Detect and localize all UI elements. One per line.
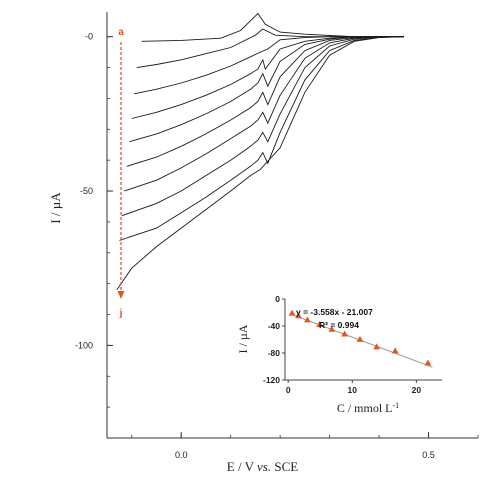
- inset-data-point: [328, 325, 336, 332]
- voltammogram-curve-3: [134, 36, 404, 95]
- voltammogram-curve-9: [119, 36, 404, 241]
- inset-equation: y = -3.558x - 21.007: [296, 307, 373, 317]
- x-axis-title-italic: vs.: [257, 459, 271, 474]
- inset-y-tick-label: -120: [263, 375, 280, 385]
- inset-y-axis-title: I / µA: [236, 324, 250, 353]
- inset-data-point: [424, 359, 432, 366]
- inset-y-tick-label: -40: [268, 321, 281, 331]
- inset-data-point: [288, 309, 296, 316]
- voltammogram-curve-6: [126, 36, 404, 167]
- inset-x-tick-label: 20: [412, 385, 422, 395]
- voltammogram-curve-10: [116, 36, 404, 291]
- y-tick-label: -100: [75, 340, 93, 350]
- series-arrow-annotation: aj: [117, 27, 125, 319]
- inset-data-point: [316, 321, 324, 328]
- y-axis-title: I / µA: [48, 192, 63, 224]
- inset-x-axis-title: C / mmol L-1: [337, 401, 399, 416]
- voltammogram-curve-7: [124, 36, 404, 192]
- inset-calibration-plot: 0 -40 -80 -120 0 10 20 y = -3.558x - 21.007 R² =…: [236, 294, 442, 415]
- inset-background: [285, 299, 442, 380]
- series-last-label: j: [119, 308, 123, 319]
- inset-y-tick-label: -80: [268, 348, 281, 358]
- x-tick-label: 0.0: [175, 450, 188, 460]
- voltammogram-curve-5: [129, 36, 404, 143]
- voltammogram-curve-8: [121, 36, 404, 217]
- inset-data-point: [373, 343, 381, 350]
- inset-data-point: [341, 330, 348, 337]
- y-tick-label: -0: [85, 32, 93, 42]
- inset-x-axis-title-base: C / mmol L: [337, 401, 393, 415]
- inset-x-axis-title-sup: -1: [393, 401, 400, 410]
- inset-data-point: [356, 335, 364, 342]
- x-axis-title-part: SCE: [271, 459, 298, 474]
- inset-x-tick-label: 10: [348, 385, 358, 395]
- inset-data-point: [391, 347, 399, 354]
- inset-y-tick-label: 0: [275, 294, 280, 304]
- inset-r-squared: R² = 0.994: [319, 320, 359, 330]
- inset-data-point: [295, 312, 302, 319]
- voltammogram-curves: [116, 12, 404, 291]
- series-first-label: a: [118, 27, 124, 38]
- x-tick-label: 0.5: [422, 450, 435, 460]
- x-axis-title-part: E / V: [227, 459, 257, 474]
- x-axis-title: E / V vs. SCE: [227, 459, 298, 474]
- series-arrow-head: [117, 291, 125, 299]
- y-tick-label: -50: [80, 186, 93, 196]
- inset-data-point: [304, 316, 311, 323]
- inset-x-tick-label: 0: [286, 385, 291, 395]
